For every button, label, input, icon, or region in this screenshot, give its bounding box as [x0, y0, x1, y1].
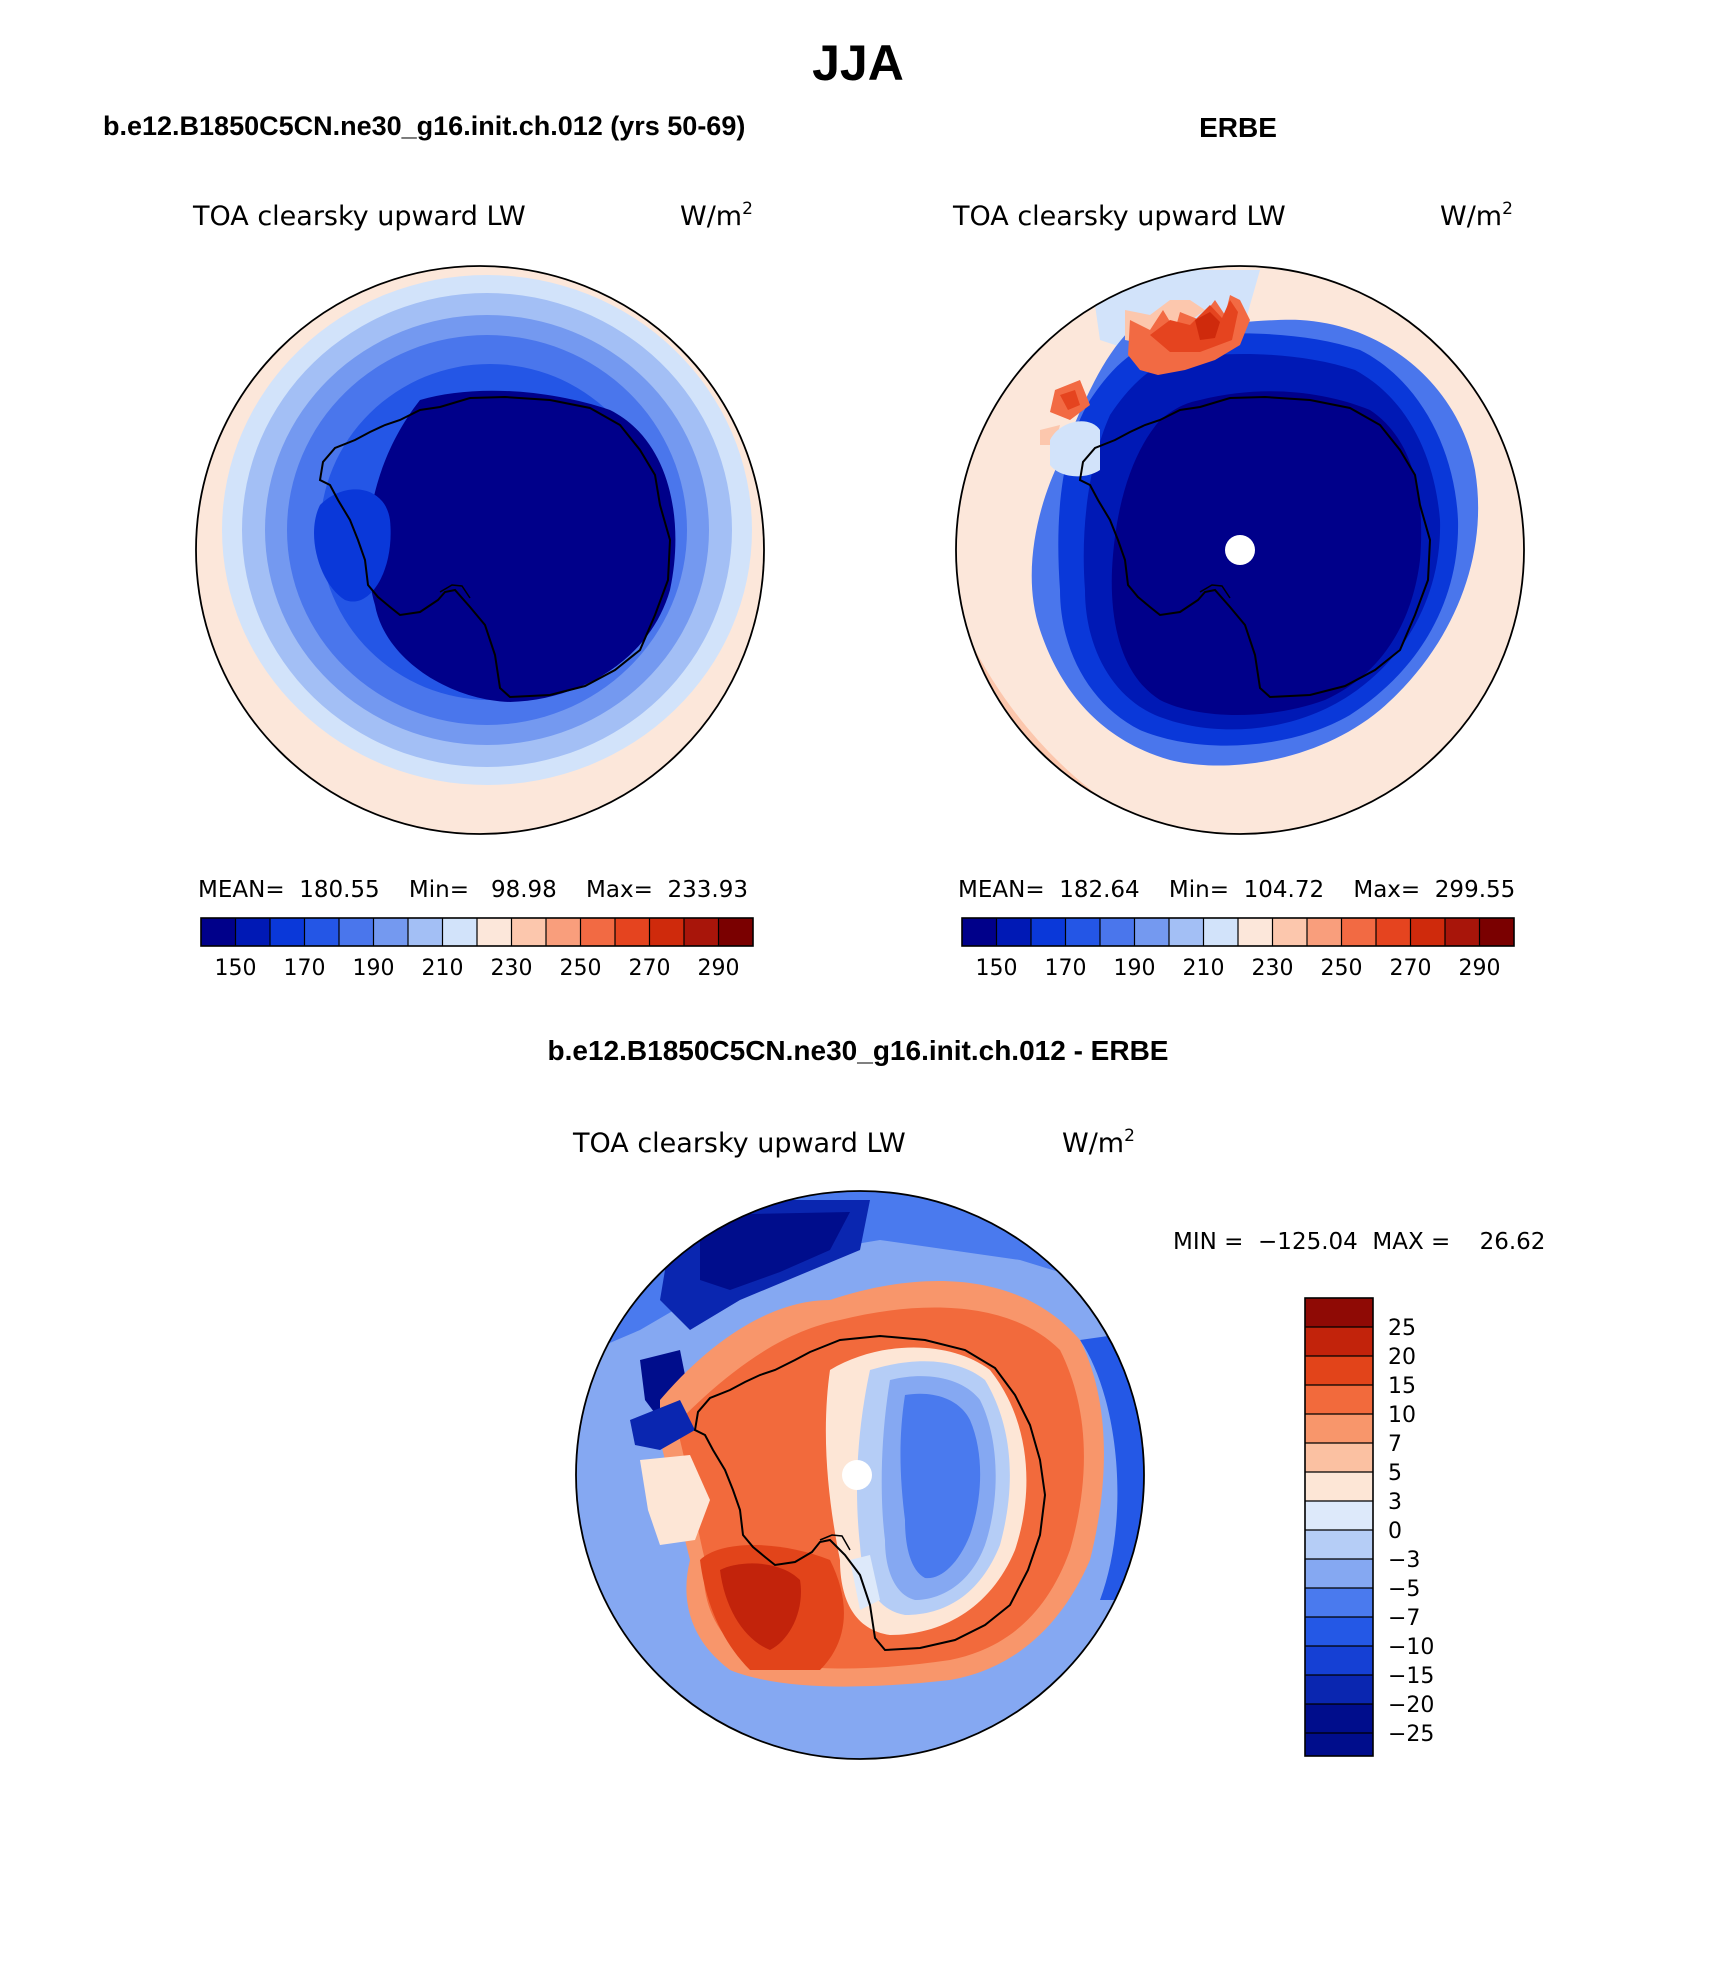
colorbar-tick-label: −3 — [1388, 1548, 1420, 1573]
season-title: JJA — [812, 35, 904, 91]
model-map-border — [195, 265, 765, 835]
colorbar-tick-label: 290 — [1459, 956, 1501, 981]
colorbar-tick-label: 3 — [1388, 1490, 1402, 1515]
colorbar-tick-label: 210 — [422, 956, 464, 981]
diff-stats: MIN = −125.04 MAX = 26.62 — [1173, 1229, 1545, 1255]
diff-field-label: TOA clearsky upward LW — [572, 1128, 906, 1159]
diff-panel-title: b.e12.B1850C5CN.ne30_g16.init.ch.012 - E… — [548, 1035, 1169, 1066]
obs-stats: MEAN= 182.64 Min= 104.72 Max= 299.55 — [958, 877, 1515, 903]
colorbar-tick-label: 7 — [1388, 1432, 1402, 1457]
colorbar-tick-label: −10 — [1388, 1635, 1434, 1660]
obs-map-border — [955, 265, 1525, 835]
diff-units-label: W/m2 — [1062, 1126, 1135, 1159]
colorbar-tick-label: 230 — [1252, 956, 1294, 981]
colorbar-tick-label: −20 — [1388, 1693, 1434, 1718]
model-stats: MEAN= 180.55 Min= 98.98 Max= 233.93 — [198, 877, 748, 903]
diff-map-border — [575, 1190, 1145, 1760]
colorbar-tick-label: −7 — [1388, 1606, 1420, 1631]
colorbar-tick-label: 210 — [1183, 956, 1225, 981]
colorbar-tick-label: −25 — [1388, 1722, 1434, 1747]
colorbar-tick-label: 150 — [976, 956, 1018, 981]
colorbar-tick-label: 170 — [284, 956, 326, 981]
model-units-label: W/m2 — [680, 199, 753, 232]
colorbar-tick-label: 250 — [560, 956, 602, 981]
colorbar-tick-label: 170 — [1045, 956, 1087, 981]
colorbar-tick-label: −15 — [1388, 1664, 1434, 1689]
diff-colorbar: 25 20 15 10 7 5 3 0 −3 −5 −7 −10 −15 −20… — [1304, 1297, 1434, 1757]
diff-map — [575, 1190, 1145, 1760]
colorbar-tick-label: 25 — [1388, 1316, 1416, 1341]
colorbar-tick-label: 190 — [1114, 956, 1156, 981]
colorbar-tick-label: 270 — [1390, 956, 1432, 981]
obs-colorbar: 150 170 190 210 230 250 270 290 — [961, 917, 1515, 981]
colorbar-tick-label: 270 — [629, 956, 671, 981]
colorbar-tick-label: 190 — [353, 956, 395, 981]
model-map — [195, 265, 765, 835]
model-panel-title: b.e12.B1850C5CN.ne30_g16.init.ch.012 (yr… — [103, 111, 745, 141]
colorbar-tick-label: 0 — [1388, 1519, 1402, 1544]
colorbar-tick-label: 290 — [698, 956, 740, 981]
colorbar-tick-label: 20 — [1388, 1345, 1416, 1370]
model-colorbar: 150 170 190 210 230 250 270 290 — [200, 917, 754, 981]
obs-map — [955, 265, 1525, 835]
obs-units-label: W/m2 — [1440, 199, 1513, 232]
obs-panel-title: ERBE — [1199, 112, 1277, 143]
colorbar-tick-label: 10 — [1388, 1403, 1416, 1428]
colorbar-tick-label: 250 — [1321, 956, 1363, 981]
colorbar-tick-label: 150 — [215, 956, 257, 981]
model-field-label: TOA clearsky upward LW — [192, 201, 526, 232]
colorbar-tick-label: 5 — [1388, 1461, 1402, 1486]
colorbar-tick-label: 15 — [1388, 1374, 1416, 1399]
colorbar-tick-label: −5 — [1388, 1577, 1420, 1602]
obs-field-label: TOA clearsky upward LW — [952, 201, 1286, 232]
colorbar-tick-label: 230 — [491, 956, 533, 981]
